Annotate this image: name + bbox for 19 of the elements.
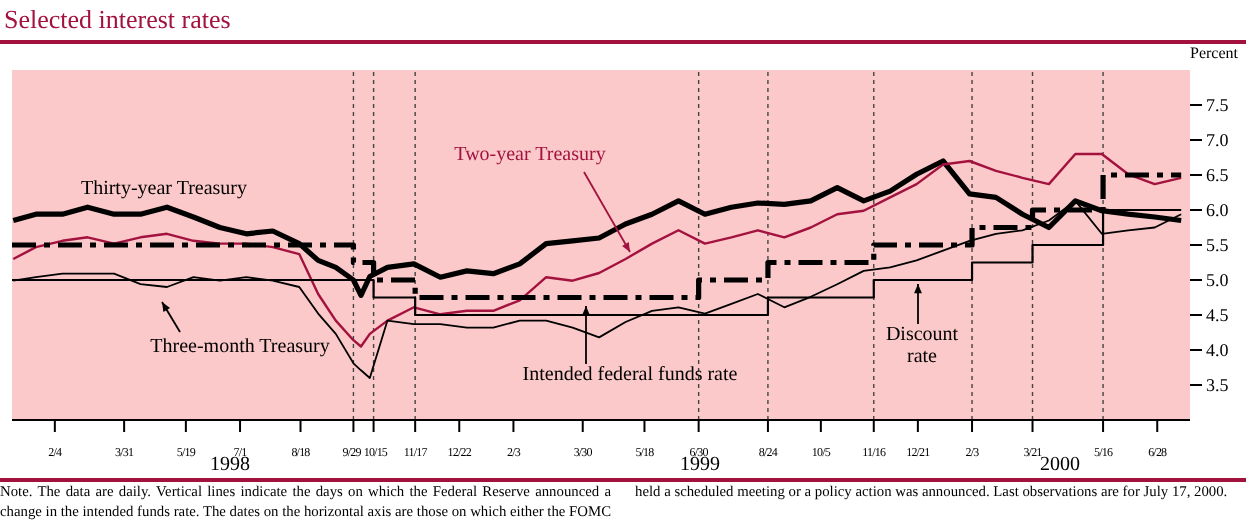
chart-title: Selected interest rates — [4, 4, 231, 36]
y-tick-label: 4.5 — [1206, 305, 1230, 326]
y-tick-label: 5.5 — [1206, 235, 1230, 256]
y-tick-label: 6.0 — [1206, 200, 1230, 221]
text: 2000 — [1040, 454, 1080, 476]
y-tick-label: 7.5 — [1206, 95, 1230, 116]
text: 1999 — [680, 454, 720, 476]
y-tick-label: 5.0 — [1206, 270, 1230, 291]
y-tick-label: 4.0 — [1206, 340, 1230, 361]
text: Intended federal funds rate — [522, 364, 739, 386]
series-label: Thirty-year Treasury — [80, 178, 248, 200]
y-tick-label: 6.5 — [1206, 165, 1230, 186]
legend-label: Discount rate — [885, 324, 959, 368]
text: Two-year Treasury — [454, 144, 606, 166]
y-tick-label: 3.5 — [1206, 375, 1230, 396]
y-tick-label: 7.0 — [1206, 130, 1230, 151]
text: 1998 — [210, 454, 250, 476]
legend-label: Three-month Treasury — [150, 336, 330, 358]
y-axis-title: Percent — [1190, 44, 1240, 62]
